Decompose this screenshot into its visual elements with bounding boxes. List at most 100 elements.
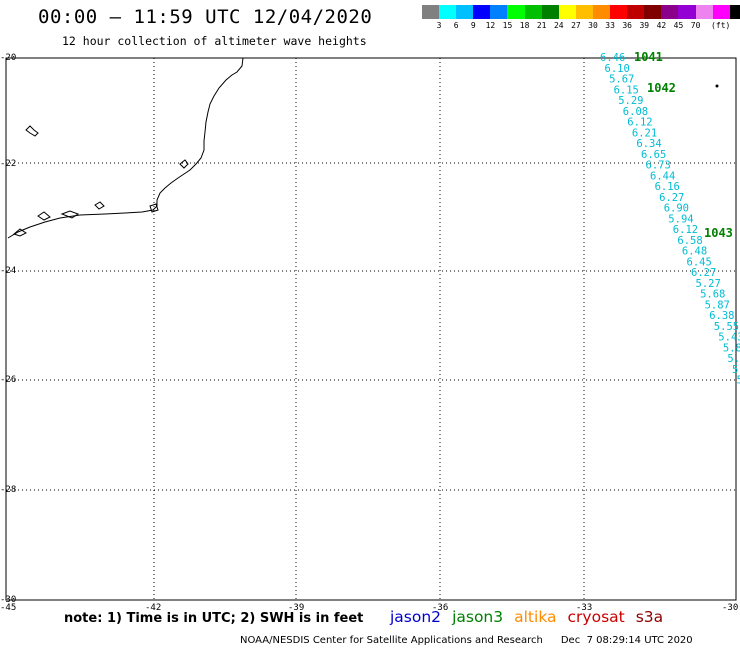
swh-value: 6.12	[673, 224, 698, 236]
swh-value: 5.04	[732, 364, 740, 376]
coastline	[7, 57, 244, 239]
latitude-labels: -20 -22 -24 -26 -28 -30	[0, 53, 16, 605]
latitude-label: -30	[0, 595, 16, 605]
legend-tick: 24	[553, 21, 564, 30]
legend-swatch	[507, 5, 525, 19]
legend-tick: 42	[656, 21, 667, 30]
color-legend: 3 6 9 12 15 18 21 24 27 30 33 36 39 42 45 70 (ft)	[422, 5, 740, 31]
swh-value: 5.27	[696, 278, 721, 290]
legend-swatch	[610, 5, 628, 19]
satellite-s3a: s3a	[635, 608, 664, 626]
legend-tick: 39	[639, 21, 650, 30]
wave-height-map: -20 -22 -24 -26 -28 -30 -45 -42 -39 -36 -33 -30 6.…	[0, 50, 740, 610]
swh-value: 6.58	[677, 235, 702, 247]
satellite-jason3: jason3	[452, 608, 504, 626]
legend-swatch	[712, 5, 730, 19]
satellite-jason2: jason2	[390, 608, 442, 626]
legend-tick: 27	[571, 21, 581, 30]
map-title: 00:00 – 11:59 UTC 12/04/2020	[38, 6, 373, 28]
swh-value: 5.82	[723, 342, 740, 354]
graticule	[6, 58, 736, 600]
longitude-label: -36	[432, 603, 448, 610]
legend-swatch	[439, 5, 457, 19]
satellite-legend: jason2 jason3 altika cryosat s3a	[390, 608, 674, 626]
pass-label-1043: 1043	[704, 226, 733, 240]
satellite-altika: altika	[514, 608, 557, 626]
map-subtitle: 12 hour collection of altimeter wave hei…	[62, 34, 367, 48]
legend-swatch	[661, 5, 679, 19]
swh-value: 6.21	[632, 127, 657, 139]
legend-tick: 70	[690, 21, 701, 30]
longitude-label: -45	[0, 603, 16, 610]
legend-swatch	[473, 5, 491, 19]
legend-tick: 6	[453, 21, 459, 30]
swh-value: 5.67	[609, 74, 634, 86]
swh-value: 6.65	[641, 149, 666, 161]
swh-value: 5.29	[618, 95, 643, 107]
legend-swatch	[524, 5, 542, 19]
swh-value: 5.68	[700, 289, 725, 301]
swh-value: 5.	[737, 375, 740, 387]
legend-swatch	[592, 5, 611, 19]
pass-label-1042: 1042	[647, 81, 676, 95]
legend-tick: 15	[502, 21, 513, 30]
swh-value: 6.34	[636, 138, 661, 150]
swh-value: 6.44	[650, 170, 675, 182]
swh-value: 6.10	[605, 63, 630, 75]
legend-swatch	[490, 5, 508, 19]
credit-text: NOAA/NESDIS Center for Satellite Applica…	[240, 635, 543, 646]
island-dot	[715, 84, 719, 88]
map-frame	[5, 57, 737, 601]
legend-swatch	[695, 5, 713, 19]
legend-tick: 3	[436, 21, 442, 30]
legend-tick: 33	[605, 21, 615, 30]
legend-swatch	[456, 5, 474, 19]
units-note: note: 1) Time is in UTC; 2) SWH is in fe…	[64, 611, 364, 626]
swh-value: 6.46	[600, 52, 625, 64]
legend-swatch	[422, 5, 440, 19]
longitude-label: -30	[722, 603, 738, 610]
swh-value: 5.43	[718, 332, 740, 344]
swh-value: 5.16	[727, 353, 740, 365]
legend-tick: 36	[622, 21, 633, 30]
legend-swatch	[627, 5, 645, 19]
latitude-label: -22	[0, 159, 16, 169]
legend-tick: 30	[588, 21, 598, 30]
swh-value: 6.27	[691, 267, 716, 279]
legend-tick: 9	[470, 21, 476, 30]
altimeter-track: 6.466.105.676.155.296.086.126.216.346.65…	[600, 52, 740, 387]
legend-swatch	[558, 5, 576, 19]
legend-tick: 45	[673, 21, 684, 30]
longitude-label: -33	[576, 603, 592, 610]
swh-value: 6.38	[709, 310, 734, 322]
swh-value: 5.87	[705, 299, 730, 311]
swh-value: 6.48	[682, 246, 707, 258]
legend-swatch	[575, 5, 593, 19]
satellite-cryosat: cryosat	[567, 608, 625, 626]
longitude-labels: -45 -42 -39 -36 -33 -30	[0, 603, 738, 610]
timestamp: Dec 7 08:29:14 UTC 2020	[560, 635, 693, 646]
swh-value: 6.90	[664, 203, 689, 215]
legend-swatch	[644, 5, 662, 19]
swh-value: 6.15	[614, 84, 639, 96]
swh-value: 6.12	[627, 117, 652, 129]
swh-value: 6.16	[655, 181, 680, 193]
swh-value: 6.08	[623, 106, 648, 118]
swh-value: 6.45	[687, 256, 712, 268]
pass-label-1041: 1041	[634, 50, 663, 64]
legend-swatch	[541, 5, 559, 19]
legend-swatch	[729, 5, 740, 19]
latitude-label: -28	[0, 485, 16, 495]
longitude-label: -42	[145, 603, 161, 610]
swh-value: 6.73	[646, 160, 671, 172]
longitude-label: -39	[288, 603, 304, 610]
swh-value: 6.27	[659, 192, 684, 204]
legend-tick: 21	[536, 21, 547, 30]
legend-tick: 12	[485, 21, 496, 30]
legend-tick: (ft)	[711, 21, 731, 30]
latitude-label: -24	[0, 266, 16, 276]
swh-value: 5.94	[668, 213, 693, 225]
legend-tick: 18	[519, 21, 530, 30]
latitude-label: -26	[0, 375, 16, 385]
swh-value: 5.55	[714, 321, 739, 333]
